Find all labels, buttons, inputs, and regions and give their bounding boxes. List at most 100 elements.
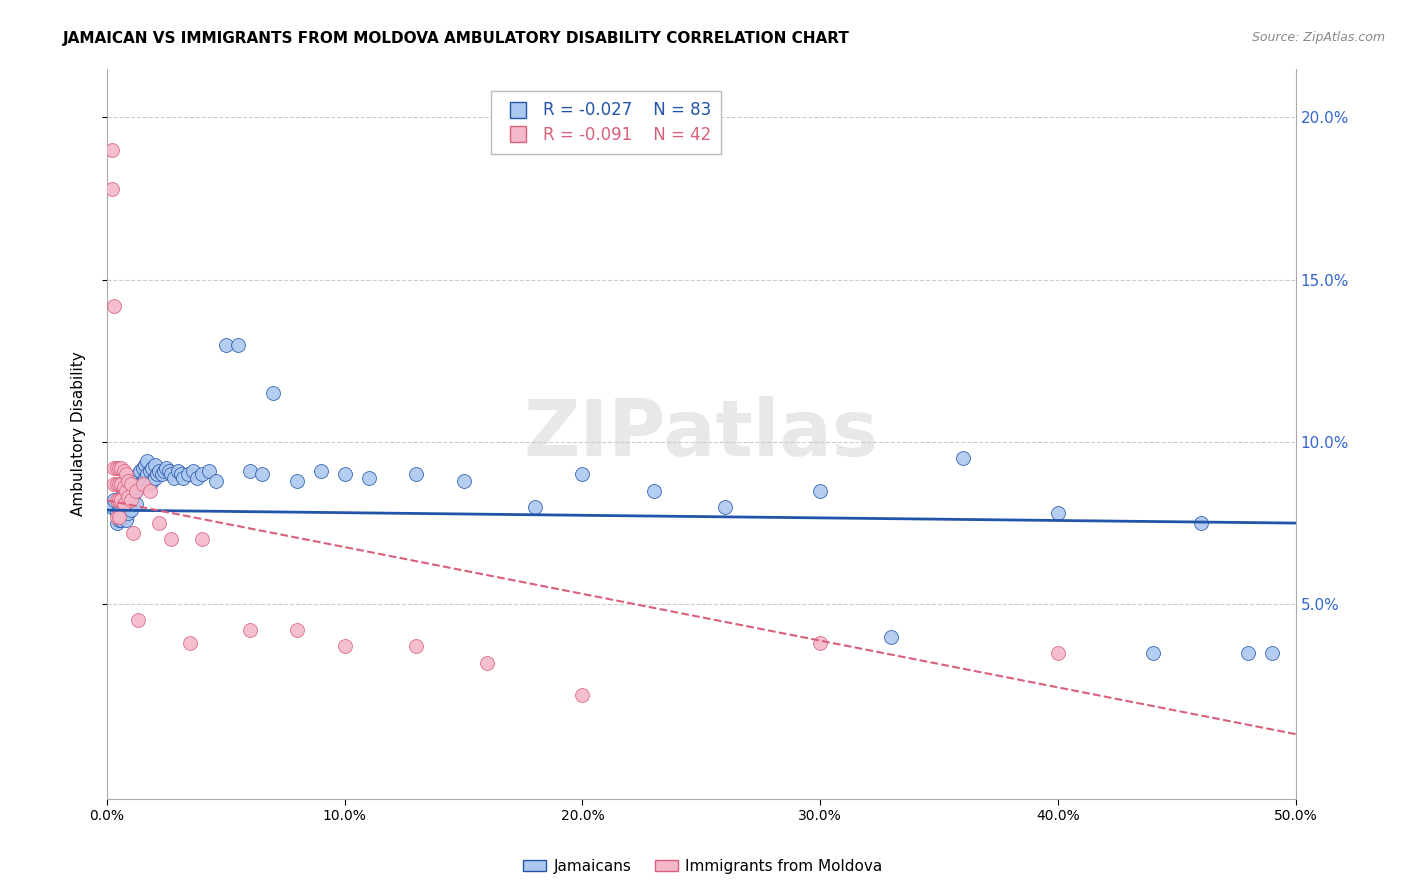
Point [153, 464, 176, 478]
Point [215, 337, 238, 351]
Point [162, 470, 184, 484]
Point [108, 503, 131, 517]
Point [808, 636, 831, 650]
Point [143, 470, 166, 484]
Point [141, 461, 163, 475]
Point [101, 143, 124, 157]
Point [117, 474, 139, 488]
Point [108, 493, 131, 508]
Point [167, 464, 190, 478]
Point [105, 461, 128, 475]
Point [477, 656, 499, 670]
Point [157, 464, 180, 478]
Point [1046, 646, 1069, 660]
Point [112, 480, 135, 494]
Point [952, 451, 974, 466]
Point [115, 483, 138, 498]
Point [124, 470, 146, 484]
Point [120, 477, 142, 491]
Point [110, 513, 132, 527]
Point [191, 467, 214, 482]
Point [405, 640, 427, 654]
Point [117, 480, 139, 494]
Point [357, 470, 380, 484]
Point [1237, 646, 1260, 660]
Point [108, 461, 131, 475]
Point [108, 513, 131, 527]
Point [134, 458, 156, 472]
Point [309, 464, 332, 478]
Text: ZIPatlas: ZIPatlas [524, 396, 879, 472]
Point [1189, 516, 1212, 530]
Point [108, 493, 131, 508]
Point [186, 470, 208, 484]
Point [112, 464, 135, 478]
Legend: R = -0.027    N = 83, R = -0.091    N = 42: R = -0.027 N = 83, R = -0.091 N = 42 [491, 92, 721, 154]
Point [120, 503, 142, 517]
Point [124, 483, 146, 498]
Point [122, 525, 145, 540]
Point [127, 480, 149, 494]
Point [285, 624, 308, 638]
Text: JAMAICAN VS IMMIGRANTS FROM MOLDOVA AMBULATORY DISABILITY CORRELATION CHART: JAMAICAN VS IMMIGRANTS FROM MOLDOVA AMBU… [63, 31, 851, 46]
Point [112, 509, 135, 524]
Point [124, 483, 146, 498]
Point [146, 467, 169, 482]
Point [122, 487, 145, 501]
Point [139, 483, 162, 498]
Point [571, 688, 593, 702]
Point [880, 630, 903, 644]
Point [808, 483, 831, 498]
Point [129, 477, 152, 491]
Point [108, 477, 131, 491]
Point [453, 474, 475, 488]
Point [105, 493, 128, 508]
Point [250, 467, 273, 482]
Point [148, 516, 170, 530]
Point [226, 337, 249, 351]
Point [198, 464, 221, 478]
Point [160, 467, 183, 482]
Point [127, 614, 149, 628]
Point [103, 477, 125, 491]
Point [262, 386, 284, 401]
Point [150, 467, 173, 482]
Point [120, 493, 142, 508]
Point [101, 500, 124, 514]
Point [1142, 646, 1164, 660]
Point [124, 497, 146, 511]
Point [177, 467, 200, 482]
Point [115, 500, 138, 514]
Point [103, 461, 125, 475]
Point [523, 500, 546, 514]
Point [132, 477, 155, 491]
Point [117, 490, 139, 504]
Point [112, 497, 135, 511]
Point [112, 497, 135, 511]
Point [110, 493, 132, 508]
Point [115, 487, 138, 501]
Point [191, 533, 214, 547]
Point [170, 467, 193, 482]
Point [333, 640, 356, 654]
Point [1046, 506, 1069, 520]
Point [103, 493, 125, 508]
Point [160, 533, 183, 547]
Point [115, 513, 138, 527]
Y-axis label: Ambulatory Disability: Ambulatory Disability [72, 351, 86, 516]
Point [141, 474, 163, 488]
Point [108, 509, 131, 524]
Point [110, 477, 132, 491]
Point [120, 490, 142, 504]
Point [136, 467, 159, 482]
Point [129, 464, 152, 478]
Text: Source: ZipAtlas.com: Source: ZipAtlas.com [1251, 31, 1385, 45]
Point [136, 454, 159, 468]
Point [181, 464, 204, 478]
Point [103, 299, 125, 313]
Point [333, 467, 356, 482]
Point [1261, 646, 1284, 660]
Point [105, 516, 128, 530]
Legend: Jamaicans, Immigrants from Moldova: Jamaicans, Immigrants from Moldova [517, 853, 889, 880]
Point [117, 506, 139, 520]
